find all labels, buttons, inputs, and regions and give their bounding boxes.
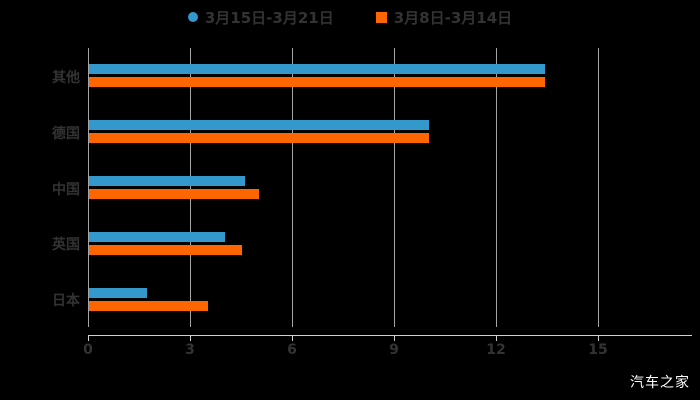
x-gridline — [394, 48, 395, 327]
bar-series2-row3 — [89, 189, 259, 199]
x-gridline — [496, 48, 497, 327]
category-label-3: 中国 — [52, 181, 80, 198]
y-axis-line — [88, 48, 89, 327]
x-tick-label: 0 — [83, 342, 93, 358]
x-gridline — [598, 48, 599, 327]
bar-series2-row2 — [89, 133, 429, 144]
legend-square-marker-icon — [375, 11, 387, 23]
watermark-autohome: 汽车之家 — [630, 375, 690, 391]
x-gridline — [292, 48, 293, 327]
x-gridline — [190, 48, 191, 327]
x-tick-label: 12 — [486, 342, 506, 358]
bar-series2-row1 — [89, 77, 545, 88]
x-tick-label: 6 — [287, 342, 297, 358]
x-axis-tick — [190, 335, 191, 341]
bar-series1-row2 — [89, 120, 429, 131]
bar-series1-row5 — [89, 287, 147, 298]
x-tick-label: 3 — [185, 342, 195, 358]
x-axis-tick — [88, 335, 89, 341]
x-axis-tick — [292, 335, 293, 341]
x-axis-line — [88, 335, 692, 336]
chart-legend: 3月15日-3月21日 3月8日-3月14日 — [0, 5, 700, 29]
legend-label-week1: 3月8日-3月14日 — [393, 8, 513, 27]
bar-series1-row4 — [89, 231, 225, 242]
category-label-4: 英国 — [52, 237, 80, 254]
category-label-5: 日本 — [52, 293, 80, 310]
x-axis-tick — [598, 335, 599, 341]
legend-label-week2: 3月15日-3月21日 — [204, 8, 334, 27]
x-tick-label: 9 — [389, 342, 399, 358]
bar-series2-row4 — [89, 244, 242, 255]
legend-item-week1[interactable]: 3月8日-3月14日 — [375, 7, 513, 28]
legend-circle-marker-icon — [187, 12, 198, 22]
x-tick-label: 15 — [588, 342, 608, 358]
x-axis-tick — [496, 335, 497, 341]
x-axis-tick — [394, 335, 395, 341]
category-label-1: 其他 — [52, 69, 80, 86]
category-label-2: 德国 — [52, 125, 80, 142]
bar-series1-row3 — [89, 176, 246, 186]
bar-series1-row1 — [89, 64, 545, 75]
bar-series2-row5 — [89, 300, 208, 311]
legend-item-week2[interactable]: 3月15日-3月21日 — [187, 7, 334, 28]
